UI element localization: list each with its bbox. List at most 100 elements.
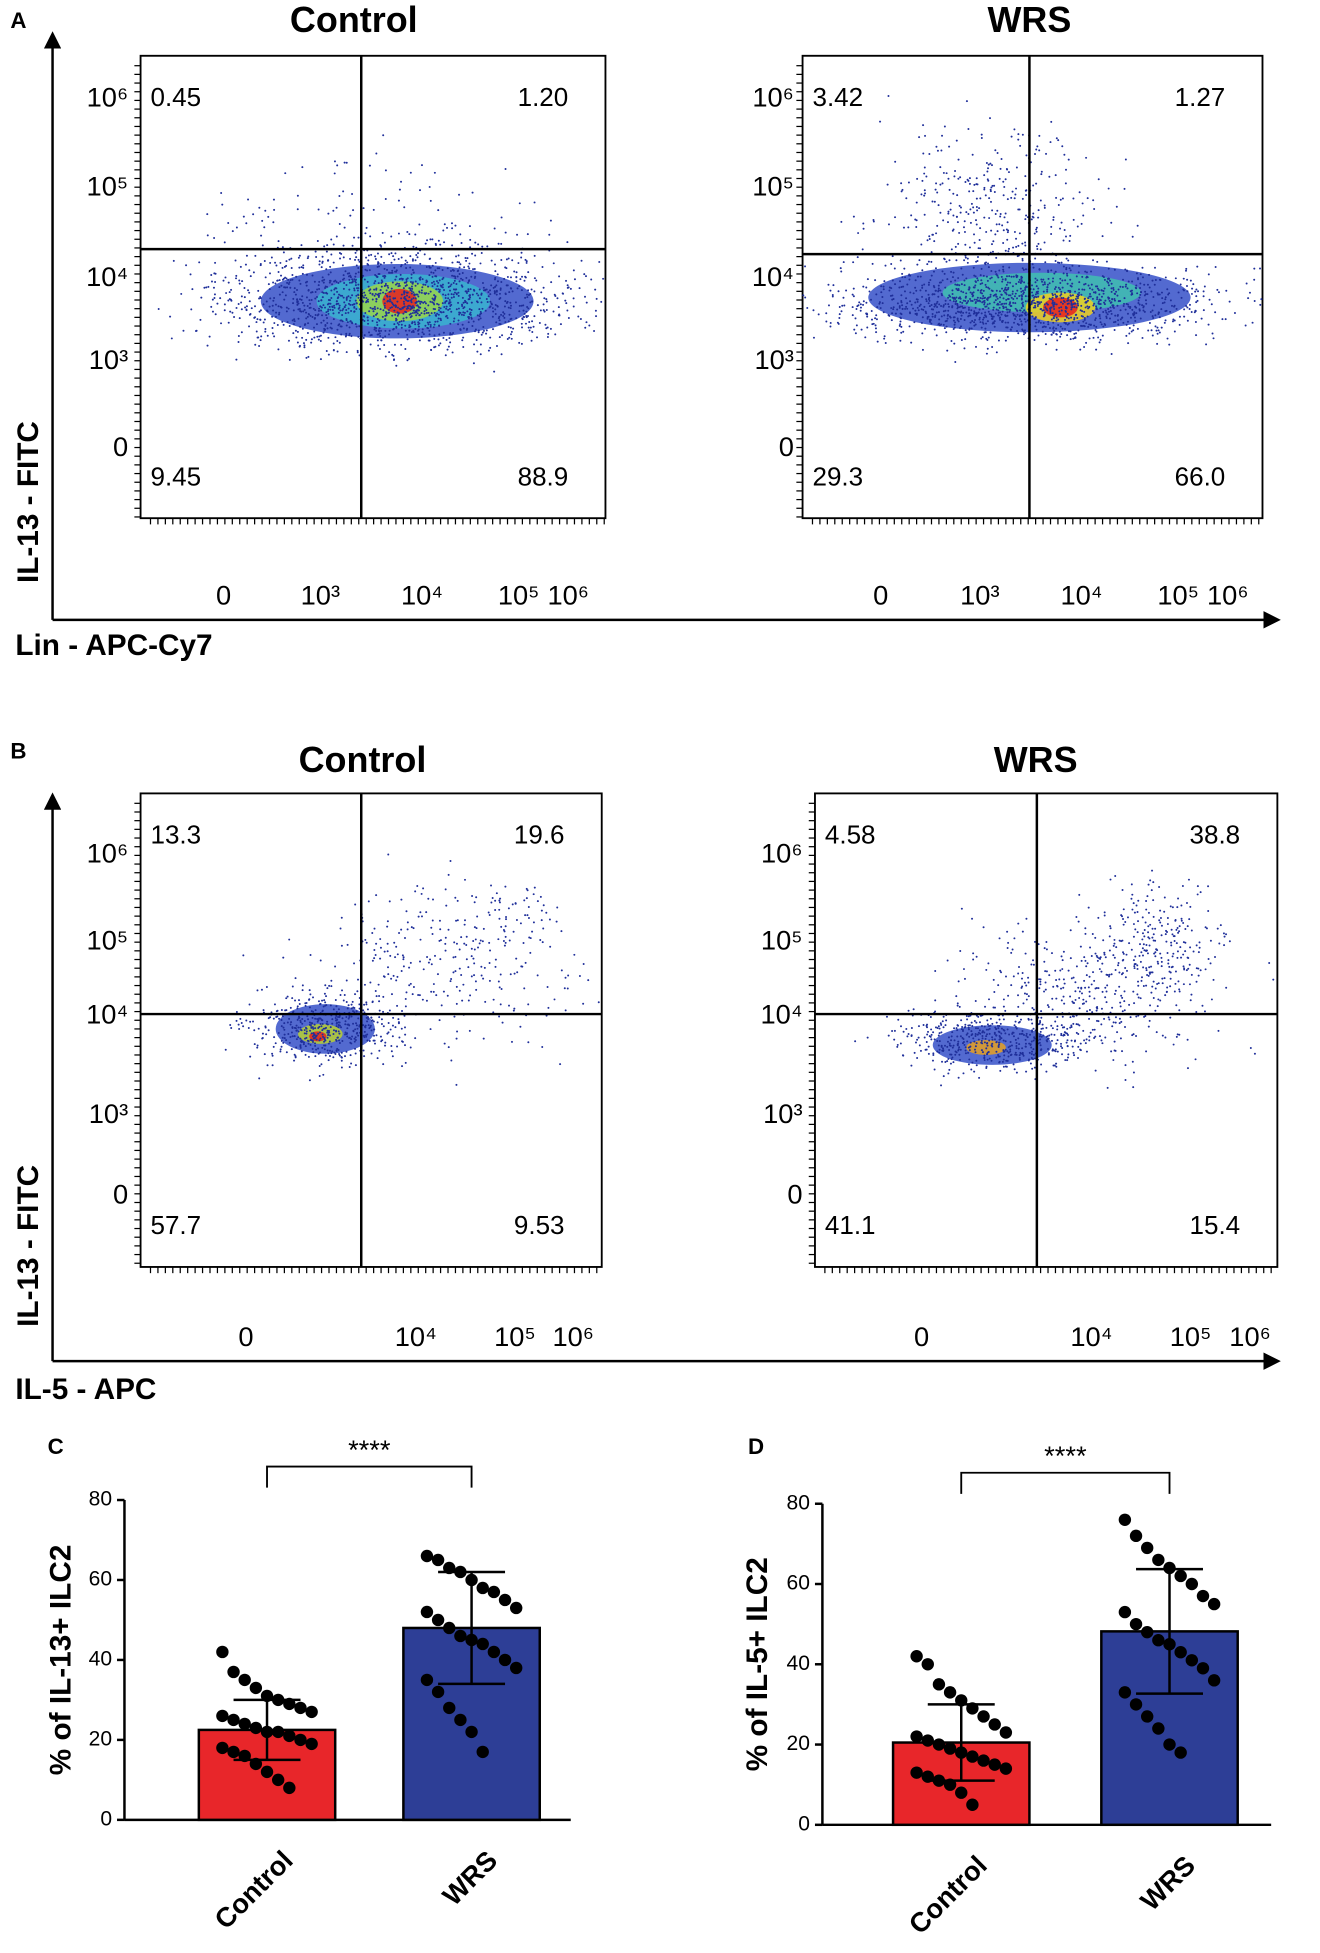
event-dot — [369, 306, 372, 309]
event-dot — [465, 291, 468, 294]
event-dot — [245, 1019, 248, 1022]
event-dot — [499, 973, 502, 976]
event-dot — [934, 314, 937, 317]
event-dot — [415, 300, 418, 303]
event-dot — [432, 326, 435, 329]
event-dot — [401, 954, 404, 957]
event-dot — [960, 283, 963, 286]
event-dot — [874, 317, 877, 320]
event-dot — [1105, 311, 1108, 314]
event-dot — [474, 241, 477, 244]
event-dot — [1004, 278, 1007, 281]
event-dot — [326, 285, 329, 288]
event-dot — [983, 188, 986, 191]
event-dot — [288, 358, 291, 361]
event-dot — [381, 315, 384, 318]
event-dot — [271, 1064, 274, 1067]
event-dot — [337, 1024, 340, 1027]
event-dot — [541, 1046, 544, 1049]
event-dot — [390, 1045, 393, 1048]
event-dot — [488, 941, 491, 944]
event-dot — [205, 286, 208, 289]
event-dot — [450, 283, 453, 286]
event-dot — [302, 310, 305, 313]
event-dot — [462, 301, 465, 304]
event-dot — [1017, 323, 1020, 326]
event-dot — [291, 985, 294, 988]
event-dot — [321, 1019, 324, 1022]
event-dot — [345, 351, 348, 354]
event-dot — [436, 973, 439, 976]
event-dot — [1088, 287, 1091, 290]
event-dot — [356, 990, 359, 993]
event-dot — [1067, 259, 1070, 262]
event-dot — [985, 322, 988, 325]
event-dot — [566, 309, 569, 312]
event-dot — [302, 266, 305, 269]
event-dot — [930, 251, 933, 254]
event-dot — [1020, 320, 1023, 323]
event-dot — [1020, 277, 1023, 280]
event-dot — [497, 242, 500, 245]
event-dot — [1101, 334, 1104, 337]
event-dot — [927, 260, 930, 263]
event-dot — [261, 1036, 264, 1039]
event-dot — [1163, 321, 1166, 324]
event-dot — [961, 305, 964, 308]
event-dot — [384, 1041, 387, 1044]
event-dot — [384, 282, 387, 285]
event-dot — [974, 280, 977, 283]
event-dot — [812, 309, 815, 312]
event-dot — [492, 286, 495, 289]
event-dot — [349, 1054, 352, 1057]
event-dot — [313, 336, 316, 339]
event-dot — [978, 1021, 981, 1024]
event-dot — [991, 322, 994, 325]
event-dot — [1173, 305, 1176, 308]
event-dot — [1149, 311, 1152, 314]
event-dot — [344, 270, 347, 273]
event-dot — [955, 259, 958, 262]
event-dot — [409, 266, 412, 269]
event-dot — [925, 312, 928, 315]
event-dot — [390, 287, 393, 290]
event-dot — [334, 336, 337, 339]
event-dot — [280, 1025, 283, 1028]
event-dot — [190, 308, 193, 311]
event-dot — [817, 313, 820, 316]
event-dot — [855, 324, 858, 327]
event-dot — [908, 273, 911, 276]
event-dot — [449, 322, 452, 325]
event-dot — [272, 1045, 275, 1048]
event-dot — [323, 1040, 326, 1043]
event-dot — [348, 1066, 351, 1068]
event-dot — [838, 305, 841, 308]
event-dot — [338, 1016, 341, 1019]
event-dot — [901, 272, 904, 275]
event-dot — [472, 268, 475, 271]
event-dot — [508, 336, 511, 339]
event-dot — [953, 296, 956, 299]
event-dot — [1171, 320, 1174, 323]
event-dot — [376, 312, 379, 315]
event-dot — [280, 1045, 283, 1048]
event-dot — [829, 325, 832, 328]
event-dot — [914, 218, 917, 221]
event-dot — [334, 1017, 337, 1020]
event-dot — [901, 188, 904, 191]
event-dot — [564, 1009, 567, 1012]
event-dot — [301, 984, 304, 987]
event-dot — [357, 287, 360, 290]
event-dot — [905, 305, 908, 308]
event-dot — [425, 309, 428, 312]
event-dot — [1055, 327, 1058, 330]
event-dot — [970, 327, 973, 330]
event-dot — [1086, 299, 1089, 302]
event-dot — [503, 277, 506, 280]
event-dot — [327, 212, 330, 215]
event-dot — [900, 301, 903, 304]
event-dot — [317, 300, 320, 303]
event-dot — [411, 305, 414, 308]
event-dot — [1069, 269, 1072, 272]
event-dot — [273, 335, 276, 338]
